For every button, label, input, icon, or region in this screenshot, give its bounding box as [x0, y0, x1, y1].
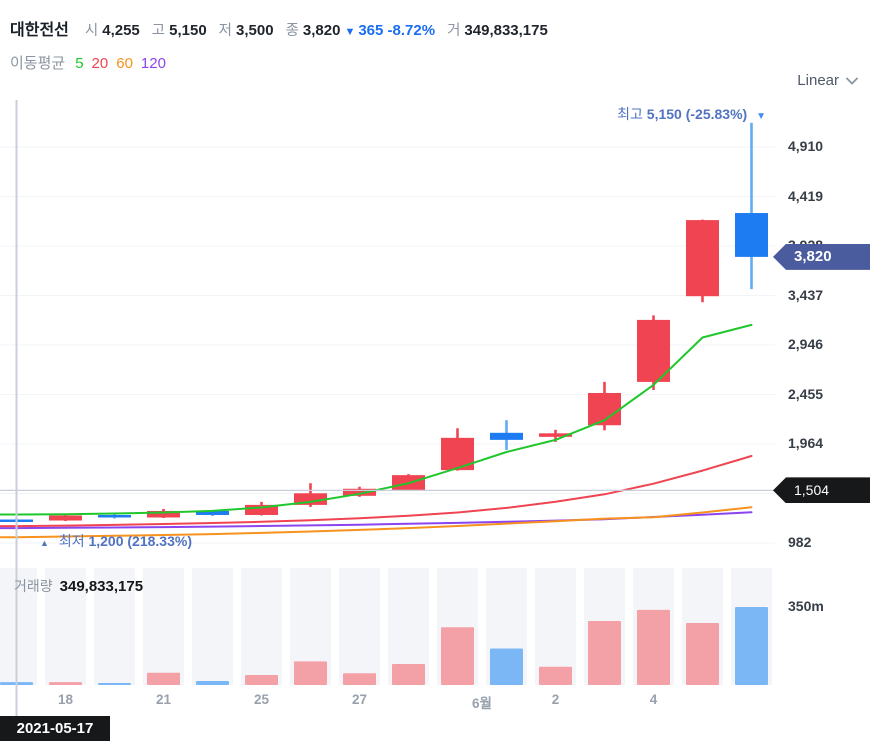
- x-axis-label: 6월: [472, 696, 492, 711]
- ma-legend-60: 60: [116, 55, 133, 72]
- low-quote: 저 3,500: [218, 22, 274, 39]
- volume-bar: [245, 674, 278, 685]
- quote-header: 대한전선 시 4,255 고 5,150 저 3,500 종 3,820 ▼ 365 -8…: [10, 16, 560, 40]
- x-axis-label: 4: [649, 692, 658, 707]
- volume-bar: [294, 661, 327, 685]
- chevron-down-icon: [846, 77, 858, 84]
- down-arrow-icon: ▼: [344, 26, 356, 38]
- candle-body: [343, 488, 376, 496]
- volume-bar: [392, 664, 425, 685]
- x-axis-label: 27: [351, 692, 368, 707]
- volume-bar: [441, 627, 474, 685]
- x-axis-label: 21: [155, 692, 172, 707]
- volume-axis-label: 350m: [788, 598, 824, 614]
- high-marker-icon: ▼: [756, 111, 766, 122]
- volume-bar: [49, 682, 82, 685]
- candle-body: [196, 510, 229, 515]
- stock-name: 대한전선: [10, 22, 69, 39]
- crosshair-date-badge: 2021-05-17: [0, 716, 110, 741]
- current-price-badge: 3,820: [773, 243, 870, 270]
- scale-selector[interactable]: Linear: [797, 72, 858, 89]
- volume-bg-column: [0, 568, 37, 685]
- y-axis-label: 1,964: [788, 435, 824, 451]
- y-axis-label: 2,455: [788, 385, 824, 402]
- period-high-annotation: 최고 5,150 (-25.83%) ▼: [617, 106, 766, 122]
- volume-bar: [343, 673, 376, 685]
- candle-body: [637, 319, 670, 382]
- volume-bar: [686, 623, 719, 685]
- candle-body: [735, 213, 768, 257]
- volume-bg-column: [45, 568, 86, 685]
- volume-legend: 거래량 349,833,175: [14, 578, 144, 595]
- volume-bg-column: [535, 568, 576, 685]
- high-quote: 고 5,150: [151, 22, 207, 39]
- x-axis-label: 2: [551, 692, 560, 707]
- volume-bar: [98, 682, 131, 685]
- price-change: ▼ 365 -8.72%: [344, 22, 436, 39]
- volume-bar: [147, 672, 180, 685]
- candle-body: [539, 433, 572, 437]
- volume-bg-column: [94, 568, 135, 685]
- ma-legend-title: 이동평균: [10, 55, 66, 72]
- volume-bg-column: [143, 568, 184, 685]
- volume-bg-column: [192, 568, 233, 685]
- ma-legend: 이동평균 5 20 60 120: [10, 52, 166, 73]
- ma-legend-120: 120: [140, 55, 166, 72]
- candle-body: [294, 493, 327, 505]
- volume-bar: [735, 607, 768, 685]
- candle-body: [147, 510, 180, 518]
- candle-body: [490, 432, 523, 440]
- volume-bar: [490, 648, 523, 685]
- volume-bar: [637, 609, 670, 685]
- candle-body: [245, 504, 278, 515]
- crosshair-price-badge: 1,504: [773, 477, 870, 504]
- y-axis-label: 2,946: [788, 336, 824, 352]
- y-axis-label: 3,437: [788, 286, 824, 303]
- y-axis-label: 4,419: [788, 187, 824, 204]
- y-axis-label: 4,910: [788, 138, 824, 154]
- volume-bar: [539, 666, 572, 685]
- ma-legend-5: 5: [75, 55, 84, 72]
- low-marker-icon: ▲: [40, 538, 49, 548]
- volume-bar: [196, 680, 229, 685]
- candle-body: [98, 514, 131, 518]
- y-axis-label: 982: [788, 534, 812, 550]
- x-axis-label: 25: [253, 692, 270, 707]
- volume-bg-column: [339, 568, 380, 685]
- open-quote: 시 4,255: [84, 22, 140, 39]
- volume-quote: 거 349,833,175: [447, 22, 548, 39]
- scale-selector-label: Linear: [797, 72, 839, 89]
- candle-body: [49, 515, 82, 521]
- volume-bg-column: [241, 568, 282, 685]
- period-low-annotation: ▲ 최저 1,200 (218.33%): [40, 533, 192, 549]
- ma-line-ma60: [0, 506, 753, 539]
- ma-legend-20: 20: [91, 55, 109, 72]
- volume-bar: [588, 621, 621, 685]
- x-axis-label: 18: [57, 692, 74, 707]
- candle-body: [686, 220, 719, 297]
- close-quote: 종 3,820: [285, 22, 341, 39]
- ma-line-ma5: [0, 323, 753, 516]
